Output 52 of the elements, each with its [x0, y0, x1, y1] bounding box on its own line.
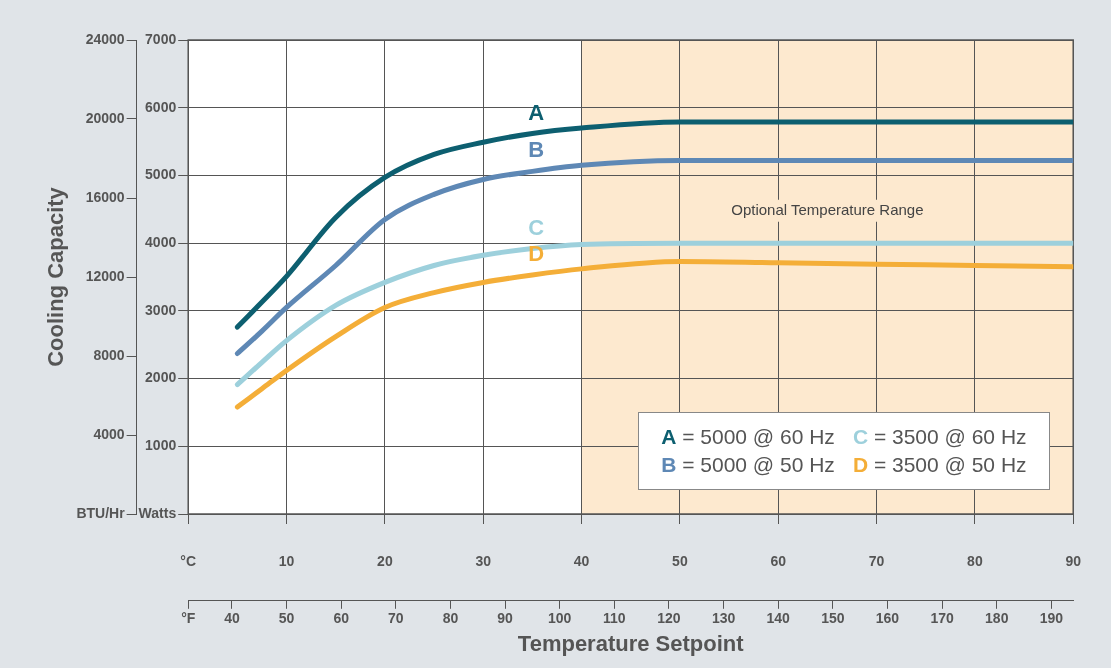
y-tick-label: 20000 [85, 109, 125, 126]
x-tick-label: 90 [1065, 553, 1082, 570]
y-tick-label: 4000 [93, 425, 125, 442]
x2-tick-label: 150 [821, 610, 845, 627]
x2-tick-label: 90 [497, 610, 514, 627]
annotation: D [528, 240, 545, 266]
x-tick-label: 60 [770, 553, 787, 570]
x2-tick-label: 190 [1039, 610, 1064, 627]
x-tick-label: 20 [377, 553, 393, 570]
text: D = 3500 @ 50 Hz [852, 453, 1027, 476]
y2-tick-label: 3000 [145, 301, 177, 318]
y-tick-label: 12000 [85, 267, 125, 284]
x-tick-label: °C [180, 553, 197, 570]
x-tick-label: 30 [475, 553, 492, 570]
text: C = 3500 @ 60 Hz [852, 425, 1027, 448]
x2-tick-label: 100 [548, 610, 572, 627]
x2-tick-label: 130 [711, 610, 736, 627]
y2-tick-label: 6000 [145, 98, 177, 115]
x2-tick-label: 140 [766, 610, 791, 627]
x2-tick-label: 170 [930, 610, 954, 627]
y2-tick-label: 1000 [145, 437, 177, 454]
y2-tick-label: 7000 [145, 30, 177, 47]
y2-tick-label: 4000 [145, 234, 177, 250]
text: A = 5000 @ 60 Hz [661, 425, 835, 448]
x-tick-label: 40 [573, 553, 590, 570]
y2-tick-label: Watts [138, 504, 177, 521]
x2-tick-label: 160 [875, 610, 900, 627]
x-tick-label: 10 [278, 553, 295, 570]
x2-tick-label: 180 [985, 610, 1009, 627]
y-axis-title: Cooling Capacity [43, 186, 69, 367]
y2-tick-label: 2000 [145, 369, 177, 386]
y-tick-label: 24000 [85, 30, 125, 47]
x2-tick-label: 80 [442, 610, 459, 627]
x2-tick-label: 50 [278, 610, 295, 627]
band-label: Optional Temperature Range [731, 200, 924, 218]
y-tick-label: 8000 [93, 346, 125, 363]
x2-tick-label: 40 [224, 610, 240, 627]
x2-tick-label: 60 [333, 610, 350, 627]
x2-tick-label: °F [181, 610, 196, 627]
x-tick-label: 70 [868, 553, 885, 570]
y-tick-label: 16000 [85, 188, 125, 205]
x2-tick-label: 120 [657, 610, 681, 627]
x-tick-label: 50 [672, 553, 688, 570]
x-tick-label: 80 [967, 553, 983, 570]
annotation: B [528, 137, 545, 163]
y2-tick-label: 5000 [145, 166, 177, 183]
y-tick-label: BTU/Hr [76, 504, 126, 521]
text: B = 5000 @ 50 Hz [661, 453, 835, 476]
x-axis-title: Temperature Setpoint [517, 630, 745, 656]
x2-tick-label: 110 [603, 610, 626, 627]
annotation: C [528, 215, 545, 241]
x2-tick-label: 70 [388, 610, 404, 627]
